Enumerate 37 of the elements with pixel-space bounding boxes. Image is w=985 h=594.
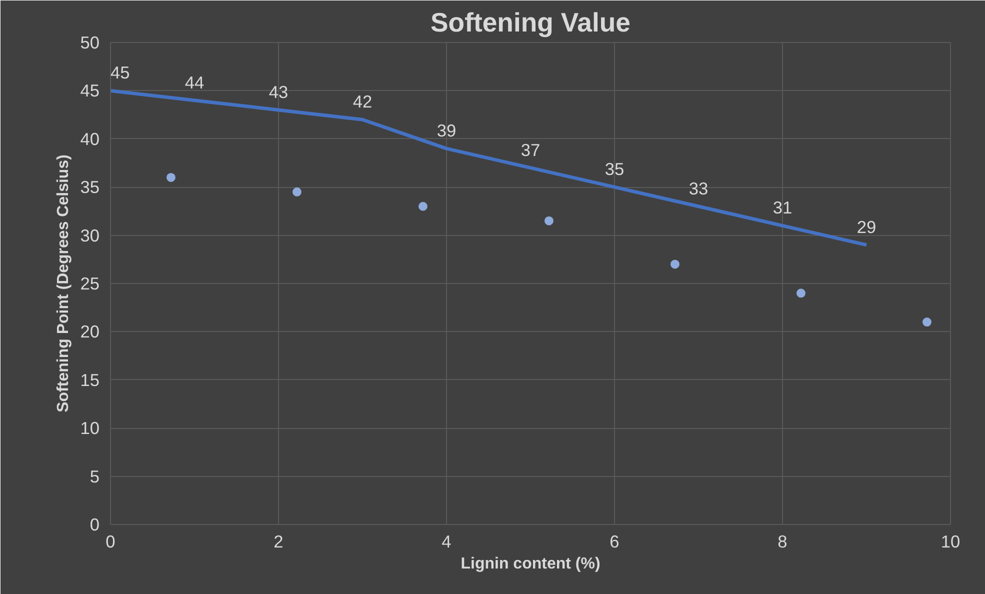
point bbox=[922, 318, 932, 327]
data-label: 29 bbox=[856, 216, 876, 237]
point bbox=[796, 288, 806, 298]
y-tick-label: 5 bbox=[90, 466, 100, 486]
point bbox=[670, 260, 680, 269]
x-tick-label: 8 bbox=[778, 532, 788, 552]
chart-title: Softening Value bbox=[430, 8, 630, 38]
x-tick-label: 4 bbox=[442, 532, 452, 552]
point bbox=[166, 172, 176, 182]
y-tick-label: 45 bbox=[80, 80, 100, 101]
y-tick-label: 25 bbox=[80, 274, 100, 294]
data-label: 43 bbox=[268, 82, 288, 102]
y-tick-label: 20 bbox=[80, 322, 100, 342]
data-label: 37 bbox=[520, 140, 540, 160]
point bbox=[292, 187, 302, 196]
data-label: 42 bbox=[352, 92, 372, 112]
data-label: 35 bbox=[604, 159, 624, 180]
y-tick-label: 0 bbox=[90, 514, 100, 534]
y-tick-label: 10 bbox=[80, 418, 100, 438]
data-label: 39 bbox=[436, 120, 456, 141]
y-tick-label: 35 bbox=[80, 177, 100, 198]
x-tick-label: 0 bbox=[106, 532, 116, 552]
data-label: 45 bbox=[110, 62, 130, 83]
point bbox=[544, 216, 554, 226]
x-axis-title: Lignin content (%) bbox=[460, 556, 600, 572]
x-tick-label: 10 bbox=[940, 532, 960, 552]
x-tick-label: 2 bbox=[274, 532, 284, 552]
data-label: 33 bbox=[688, 178, 708, 198]
y-tick-label: 15 bbox=[80, 370, 100, 390]
data-label: 31 bbox=[772, 198, 792, 218]
point bbox=[418, 202, 428, 211]
x-tick-label: 6 bbox=[610, 532, 620, 552]
data-label: 44 bbox=[184, 72, 204, 92]
y-axis-title: Softening Point (Degrees Celsius) bbox=[55, 154, 72, 412]
y-tick-label: 50 bbox=[80, 32, 100, 52]
y-tick-label: 40 bbox=[80, 128, 100, 149]
y-tick-label: 30 bbox=[80, 225, 100, 246]
